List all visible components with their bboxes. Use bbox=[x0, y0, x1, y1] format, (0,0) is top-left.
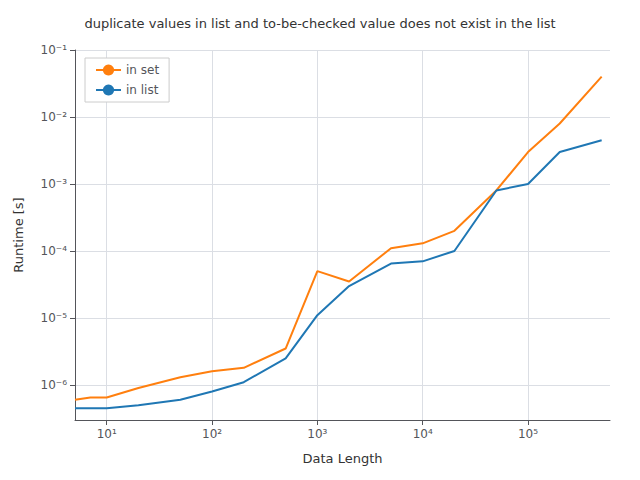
svg-text:10⁻²: 10⁻² bbox=[41, 110, 68, 124]
svg-text:10⁻⁵: 10⁻⁵ bbox=[41, 311, 68, 325]
svg-text:Data Length: Data Length bbox=[302, 451, 382, 466]
svg-text:in set: in set bbox=[126, 63, 159, 77]
svg-text:10⁴: 10⁴ bbox=[413, 427, 433, 441]
svg-text:Runtime [s]: Runtime [s] bbox=[11, 197, 26, 272]
svg-text:10⁻³: 10⁻³ bbox=[41, 177, 68, 191]
svg-text:10⁻⁴: 10⁻⁴ bbox=[41, 244, 68, 258]
svg-text:10²: 10² bbox=[202, 427, 222, 441]
svg-text:10⁵: 10⁵ bbox=[518, 427, 538, 441]
svg-text:duplicate values in list and t: duplicate values in list and to-be-check… bbox=[84, 16, 555, 31]
svg-text:10¹: 10¹ bbox=[97, 427, 117, 441]
svg-text:10³: 10³ bbox=[307, 427, 327, 441]
svg-text:in list: in list bbox=[126, 83, 159, 97]
svg-text:10⁻¹: 10⁻¹ bbox=[41, 43, 68, 57]
svg-text:10⁻⁶: 10⁻⁶ bbox=[41, 378, 68, 392]
